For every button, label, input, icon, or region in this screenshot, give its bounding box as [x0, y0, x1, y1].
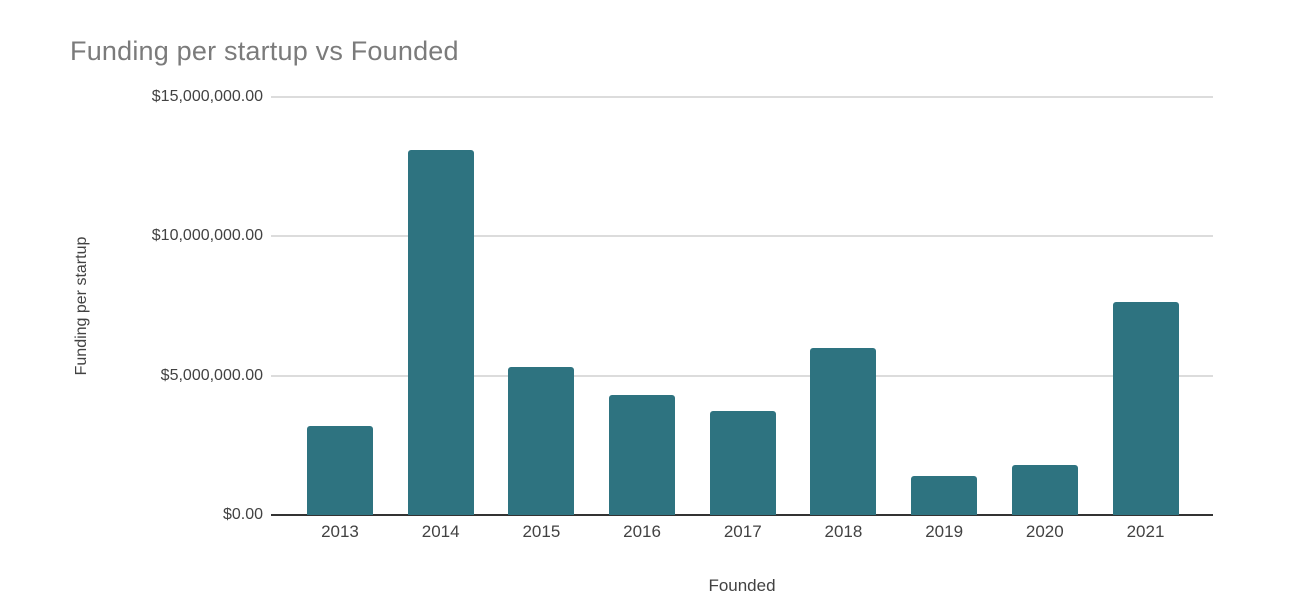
y-tick-label: $10,000,000.00: [151, 227, 263, 245]
x-tick-label-2018: 2018: [824, 522, 863, 541]
bar-2016: [609, 395, 676, 515]
x-axis-baseline: [271, 514, 1213, 516]
x-tick-label-2015: 2015: [522, 522, 561, 541]
chart-title: Funding per startup vs Founded: [70, 36, 459, 66]
x-tick-label-2020: 2020: [1025, 522, 1064, 541]
gridline: [271, 96, 1213, 98]
bar-2020: [1011, 464, 1078, 515]
x-tick-label-2013: 2013: [321, 522, 359, 541]
y-tick-label: $15,000,000.00: [151, 88, 263, 105]
y-tick-label: $0.00: [222, 506, 263, 523]
x-tick-label-2016: 2016: [623, 522, 661, 541]
gridline: [271, 235, 1213, 238]
x-axis-title: Founded: [708, 576, 776, 595]
bar-2021: [1112, 301, 1179, 515]
y-axis-title: Funding per startup: [73, 236, 90, 376]
bar-2018: [810, 347, 877, 515]
plot-area: [271, 96, 1213, 516]
bar-2017: [709, 410, 776, 515]
x-tick-label-2014: 2014: [421, 522, 460, 541]
bar-2013: [306, 425, 373, 515]
bar-2014: [407, 149, 474, 515]
x-tick-label-2021: 2021: [1126, 522, 1165, 541]
y-tick-label: $5,000,000.00: [160, 366, 263, 384]
x-tick-label-2019: 2019: [925, 522, 964, 541]
x-tick-label-2017: 2017: [723, 522, 762, 541]
gridline: [271, 374, 1213, 377]
bar-2015: [508, 367, 575, 515]
bar-2019: [911, 476, 978, 515]
